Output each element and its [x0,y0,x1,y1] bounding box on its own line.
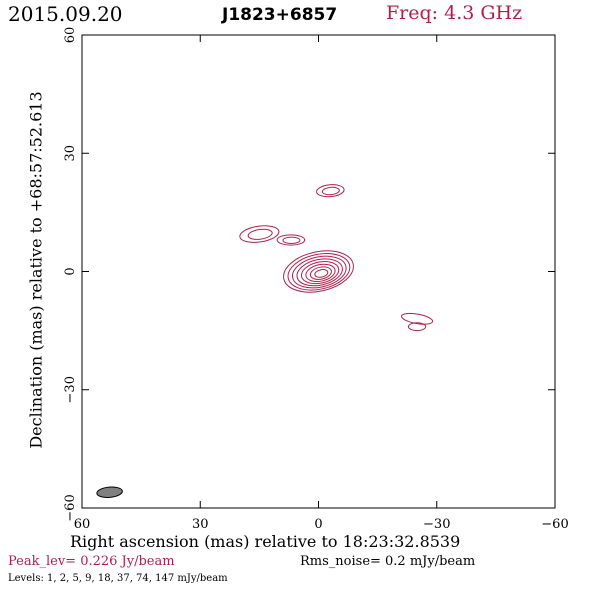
x-tick-label: −30 [423,517,450,532]
x-axis-label: Right ascension (mas) relative to 18:23:… [70,532,461,551]
contour-jet-knot-mid [282,236,301,244]
contour-core [314,269,329,278]
peak-level: Peak_lev= 0.226 Jy/beam [8,554,175,569]
y-tick-label: 60 [63,27,78,44]
axis-ticks [81,34,556,509]
contour-jet-knot-mid [276,234,306,246]
contour-north-component [316,184,345,198]
contour-core [291,255,347,289]
frequency-label: Freq: 4.3 GHz [386,2,523,24]
contour-core [287,253,351,291]
contour-core [305,263,336,283]
beam-ellipse [96,486,123,498]
contour-north-component [321,186,340,196]
contour-core [296,258,343,287]
contour-sw-component-2 [407,322,427,332]
source-name: J1823+6857 [222,5,338,25]
y-tick-label: −30 [63,376,78,403]
contour-core [283,250,354,293]
beam-group [96,486,123,498]
x-tick-label: 60 [74,517,91,532]
plot-frame [81,34,556,509]
contour-jet-knot-ne [247,228,273,240]
x-tick-label: 30 [192,517,209,532]
contour-levels: Levels: 1, 2, 5, 9, 18, 37, 74, 147 mJy/… [8,573,228,584]
observation-date: 2015.09.20 [8,2,123,26]
contour-core [309,266,332,280]
y-tick-label: −60 [63,494,78,521]
y-tick-label: 0 [63,267,78,275]
y-axis-label: Declination (mas) relative to +68:57:52.… [26,91,46,449]
contour-group [239,184,434,332]
x-tick-label: 0 [314,517,322,532]
axis-tick-labels: 60 30 0 −30 −60 −60 −30 0 30 60 [63,27,569,532]
rms-noise: Rms_noise= 0.2 mJy/beam [300,554,476,569]
y-tick-label: 30 [63,145,78,162]
x-tick-label: −60 [541,517,568,532]
contour-sw-component-1 [400,312,434,325]
contour-core [300,261,340,285]
contour-jet-knot-ne [239,225,280,243]
